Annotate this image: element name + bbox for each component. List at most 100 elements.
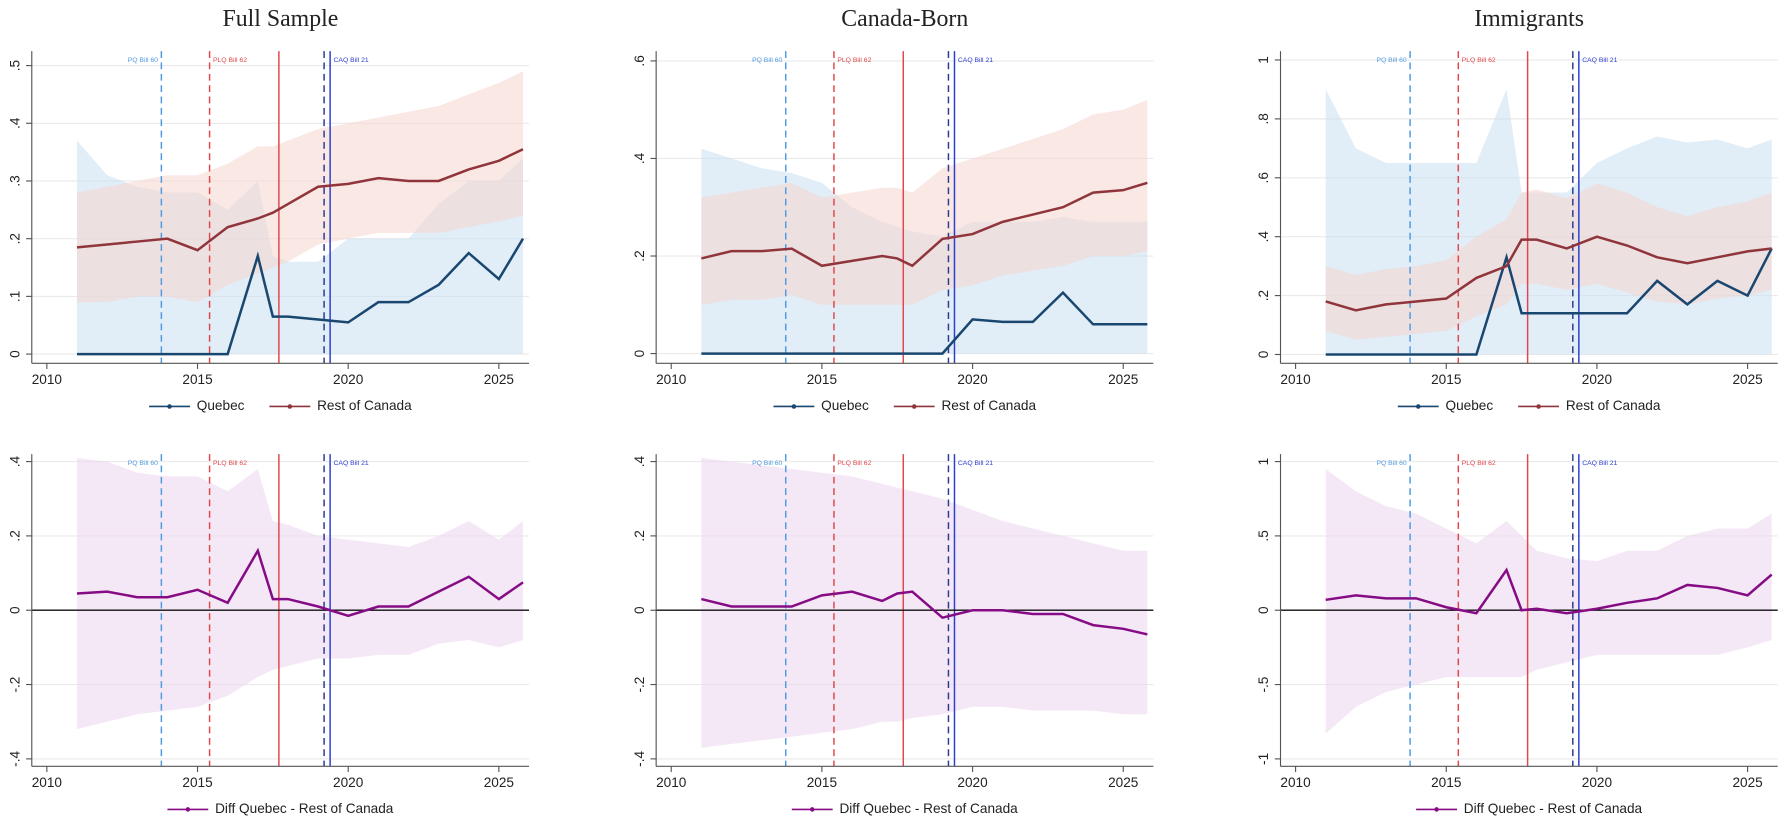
series-line bbox=[701, 181, 1148, 268]
y-tick-label: -1 bbox=[1256, 753, 1271, 765]
y-tick-label: .2 bbox=[1256, 290, 1271, 301]
event-label: PLQ Bill 62 bbox=[213, 57, 247, 64]
legend: Diff Quebec - Rest of Canada bbox=[1416, 801, 1643, 816]
legend: Diff Quebec - Rest of Canada bbox=[167, 801, 394, 816]
chart-title: Canada-Born bbox=[841, 6, 968, 32]
y-tick-label: 0 bbox=[7, 350, 22, 358]
y-tick-label: .4 bbox=[1256, 231, 1271, 243]
event-label: PQ Bill 60 bbox=[1376, 57, 1406, 64]
y-tick-label: -.2 bbox=[632, 677, 647, 693]
legend-label: Diff Quebec - Rest of Canada bbox=[1464, 801, 1643, 816]
legend-label: Rest of Canada bbox=[941, 398, 1036, 413]
series-line bbox=[1325, 247, 1773, 356]
y-tick-label: .1 bbox=[7, 291, 22, 302]
chart-title: Full Sample bbox=[222, 6, 338, 32]
y-tick-label: 0 bbox=[1256, 606, 1271, 614]
y-tick-label: 1 bbox=[1256, 458, 1271, 466]
x-tick-label: 2010 bbox=[1280, 372, 1311, 387]
legend: Quebec Rest of Canada bbox=[149, 398, 412, 413]
legend: Diff Quebec - Rest of Canada bbox=[791, 801, 1018, 816]
y-tick-label: .8 bbox=[1256, 113, 1271, 124]
legend-label: Rest of Canada bbox=[317, 398, 412, 413]
y-tick-label: -.2 bbox=[7, 677, 22, 693]
x-tick-label: 2015 bbox=[1431, 775, 1461, 790]
confidence-band bbox=[1325, 469, 1772, 734]
y-tick-label: .4 bbox=[7, 117, 22, 129]
event-label: PLQ Bill 62 bbox=[213, 460, 247, 467]
series-line bbox=[1325, 567, 1773, 615]
legend-label: Quebec bbox=[821, 398, 869, 413]
x-tick-label: 2015 bbox=[807, 775, 837, 790]
event-label: PLQ Bill 62 bbox=[837, 57, 871, 64]
series-line bbox=[701, 590, 1148, 636]
y-tick-label: 0 bbox=[632, 349, 647, 357]
x-tick-label: 2025 bbox=[484, 372, 514, 387]
y-tick-label: 0 bbox=[1256, 350, 1271, 358]
legend-marker bbox=[1415, 404, 1421, 409]
event-label: PQ Bill 60 bbox=[128, 57, 158, 64]
x-tick-label: 2025 bbox=[484, 775, 514, 790]
legend-label: Quebec bbox=[197, 398, 245, 413]
x-tick-label: 2020 bbox=[1582, 775, 1613, 790]
x-tick-label: 2025 bbox=[1108, 775, 1138, 790]
y-tick-label: -.4 bbox=[632, 751, 647, 767]
y-tick-label: 1 bbox=[1256, 56, 1271, 64]
x-tick-label: 2015 bbox=[182, 372, 212, 387]
y-tick-label: -.4 bbox=[7, 751, 22, 767]
x-tick-label: 2010 bbox=[656, 372, 687, 387]
y-tick-label: 0 bbox=[7, 606, 22, 614]
panel: 0 .1 .2 .3 .4 .5 PQ Bill 60 PLQ Bill 62 CAQ Bill… bbox=[7, 6, 530, 413]
legend-label: Rest of Canada bbox=[1566, 398, 1661, 413]
event-label: PQ Bill 60 bbox=[128, 460, 158, 467]
series-line bbox=[701, 290, 1148, 355]
legend-marker bbox=[809, 807, 815, 812]
legend-marker bbox=[287, 404, 293, 409]
legend-label: Quebec bbox=[1446, 398, 1494, 413]
x-tick-label: 2010 bbox=[32, 775, 63, 790]
legend: Quebec Rest of Canada bbox=[773, 398, 1036, 413]
x-tick-label: 2025 bbox=[1108, 372, 1138, 387]
event-label: CAQ Bill 21 bbox=[1582, 460, 1617, 467]
x-tick-label: 2015 bbox=[182, 775, 212, 790]
legend-label: Diff Quebec - Rest of Canada bbox=[215, 801, 394, 816]
event-label: PQ Bill 60 bbox=[752, 57, 782, 64]
legend-marker bbox=[167, 404, 172, 409]
x-tick-label: 2010 bbox=[32, 372, 63, 387]
y-tick-label: .2 bbox=[632, 250, 647, 261]
event-label: CAQ Bill 21 bbox=[958, 460, 993, 467]
x-tick-label: 2020 bbox=[333, 372, 364, 387]
y-tick-label: 0 bbox=[632, 606, 647, 614]
confidence-band bbox=[701, 99, 1148, 305]
y-tick-label: .5 bbox=[1256, 530, 1271, 541]
series-line bbox=[76, 547, 524, 618]
event-label: PQ Bill 60 bbox=[1376, 460, 1406, 467]
legend-marker bbox=[791, 404, 797, 409]
legend: Quebec Rest of Canada bbox=[1397, 398, 1661, 413]
y-tick-label: .6 bbox=[1256, 172, 1271, 183]
y-tick-label: .5 bbox=[7, 60, 22, 71]
event-label: PLQ Bill 62 bbox=[837, 460, 871, 467]
event-label: CAQ Bill 21 bbox=[334, 460, 369, 467]
legend-label: Diff Quebec - Rest of Canada bbox=[839, 801, 1018, 816]
panel: 0 .2 .4 .6 PQ Bill 60 PLQ Bill 62 CAQ Bill 21 2… bbox=[632, 6, 1154, 413]
confidence-band bbox=[76, 71, 523, 303]
x-tick-label: 2025 bbox=[1732, 775, 1762, 790]
chart-title: Immigrants bbox=[1474, 6, 1584, 32]
x-tick-label: 2025 bbox=[1732, 372, 1762, 387]
panel: -1 -.5 0 .5 1 PQ Bill 60 PLQ Bill 62 CAQ Bill 2… bbox=[1256, 454, 1778, 816]
y-tick-label: -.5 bbox=[1256, 677, 1271, 693]
series-line bbox=[76, 148, 524, 252]
event-label: PLQ Bill 62 bbox=[1462, 460, 1496, 467]
x-tick-label: 2020 bbox=[1582, 372, 1613, 387]
x-tick-label: 2010 bbox=[1280, 775, 1311, 790]
x-tick-label: 2020 bbox=[333, 775, 364, 790]
y-tick-label: .2 bbox=[7, 233, 22, 244]
series-line bbox=[1325, 235, 1772, 312]
series-line bbox=[76, 238, 525, 356]
event-label: CAQ Bill 21 bbox=[958, 57, 993, 64]
panel: 0 .2 .4 .6 .8 1 PQ Bill 60 PLQ Bill 62 CAQ Bill … bbox=[1256, 6, 1778, 413]
x-tick-label: 2020 bbox=[957, 775, 988, 790]
y-tick-label: .6 bbox=[632, 55, 647, 66]
confidence-band bbox=[76, 457, 523, 730]
